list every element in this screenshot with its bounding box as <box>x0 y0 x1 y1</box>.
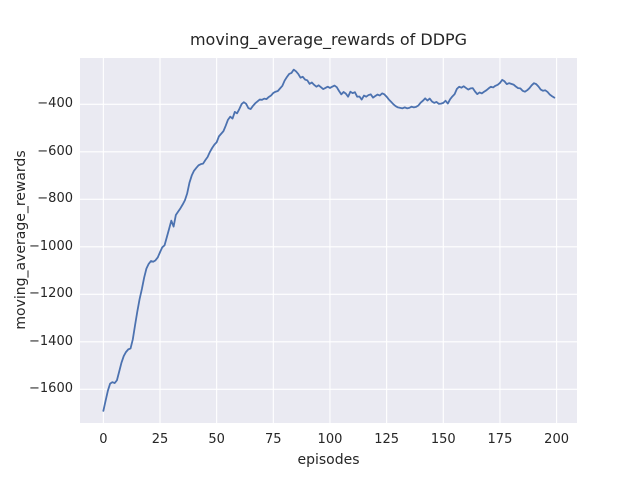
plot-svg <box>80 58 577 423</box>
plot-area <box>80 58 577 423</box>
y-tick-label: −400 <box>37 96 73 112</box>
y-tick-label: −1200 <box>29 286 73 302</box>
x-tick-label: 125 <box>374 432 400 447</box>
chart-line-moving_average_rewards <box>102 68 556 412</box>
chart-title: moving_average_rewards of DDPG <box>189 30 468 49</box>
x-tick-label: 0 <box>99 432 108 447</box>
x-tick-label: 200 <box>544 432 570 447</box>
x-tick-label: 75 <box>265 432 282 447</box>
x-tick-label: 50 <box>208 432 225 447</box>
x-tick-label: 25 <box>151 432 169 447</box>
x-tick-label: 175 <box>487 432 513 447</box>
y-tick-label: −1000 <box>29 238 73 254</box>
x-tick-label: 100 <box>317 432 343 447</box>
x-tick-label: 150 <box>430 432 456 447</box>
x-axis-label: episodes <box>297 452 360 468</box>
y-tick-label: −1600 <box>29 381 73 397</box>
y-tick-label: −600 <box>37 143 73 159</box>
y-tick-label: −1400 <box>29 333 73 349</box>
y-tick-label: −800 <box>37 191 73 207</box>
